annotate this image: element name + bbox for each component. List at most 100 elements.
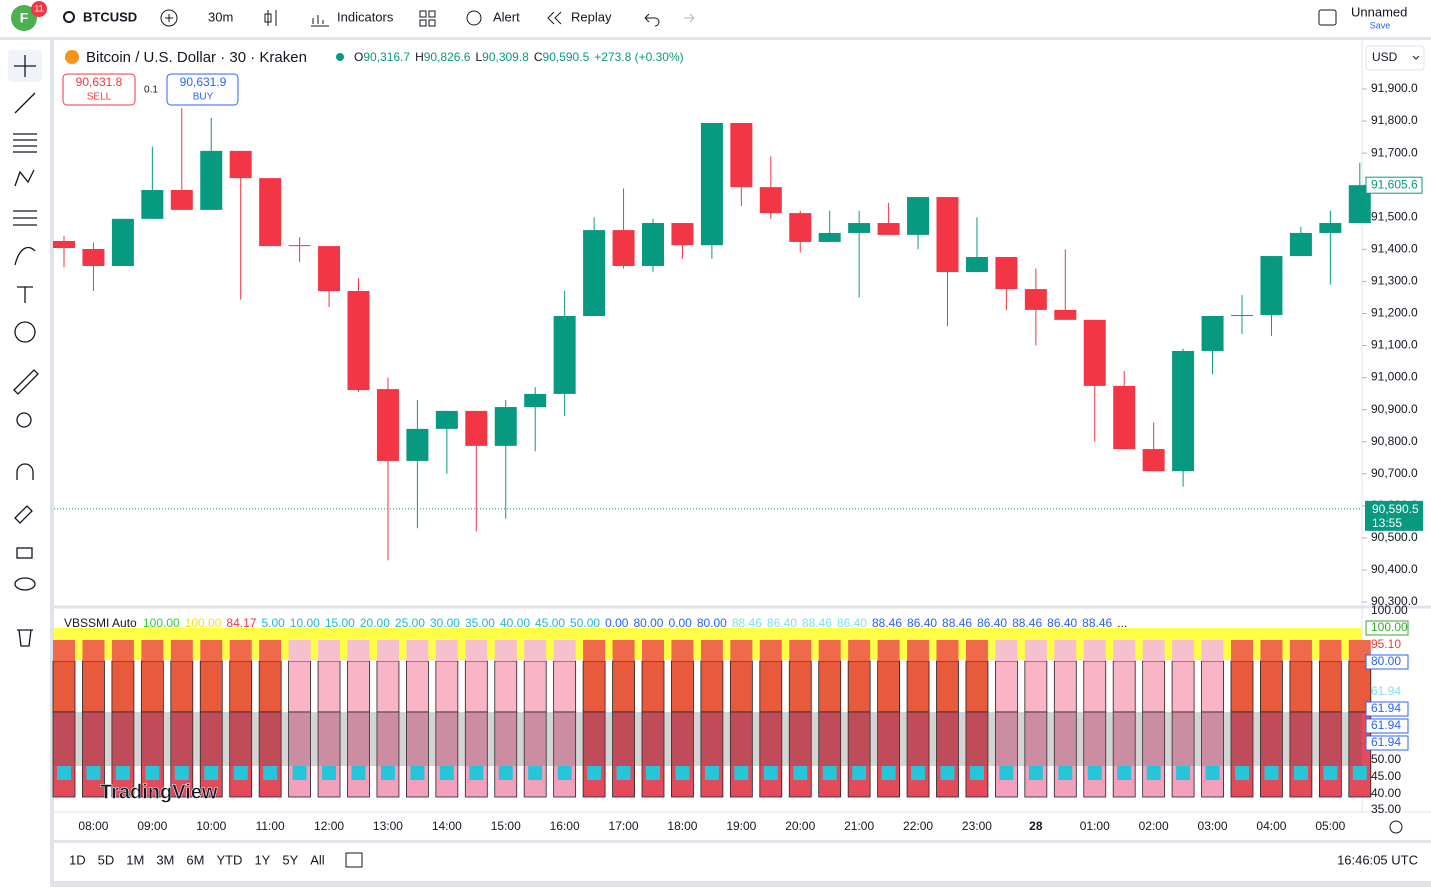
indicator-value: 25.00 [395, 616, 425, 630]
range-button[interactable]: 5Y [282, 852, 298, 867]
goto-date-icon[interactable] [345, 852, 363, 868]
lock-tool[interactable] [16, 547, 33, 559]
candle-body [759, 187, 782, 214]
symbol-title: Bitcoin / U.S. Dollar · 30 · Kraken [86, 49, 307, 66]
indicator-top [730, 640, 753, 661]
redo[interactable] [684, 13, 695, 23]
avatar[interactable] [11, 5, 37, 31]
range-button[interactable]: 1D [69, 852, 86, 867]
indicator-value: 50.00 [570, 616, 600, 630]
range-button[interactable]: YTD [216, 852, 242, 867]
alert[interactable]: Alert [493, 9, 520, 24]
projection-tool[interactable] [13, 210, 37, 226]
avatar-letter: F [20, 10, 29, 26]
indicator-scale-label: 40.00 [1371, 786, 1401, 800]
indicator-value: 88.46 [1012, 616, 1042, 630]
replay-icon[interactable] [547, 11, 562, 25]
indicator-upper [52, 660, 76, 713]
templates-icon[interactable] [419, 10, 427, 18]
range-button[interactable]: 6M [186, 852, 204, 867]
indicators[interactable]: Indicators [337, 9, 394, 24]
currency-select[interactable] [1365, 45, 1425, 71]
candle-body [53, 240, 75, 249]
indicator-top [965, 640, 988, 661]
indicator-dot [1058, 766, 1073, 780]
indicators-icon[interactable] [311, 15, 329, 27]
candle-body [1083, 319, 1106, 386]
cursor-tool[interactable] [14, 55, 36, 77]
indicator-top [671, 640, 694, 661]
indicator-dot [351, 766, 366, 780]
undo[interactable] [644, 13, 660, 27]
indicator-dot [233, 766, 248, 780]
chart-type-box [264, 13, 272, 23]
indicator-value: 88.46 [942, 616, 972, 630]
range-button[interactable]: 1M [126, 852, 144, 867]
buy-button[interactable] [166, 73, 239, 106]
templates-icon [419, 19, 427, 27]
indicator-top [612, 640, 635, 661]
zoom-tool[interactable] [16, 412, 32, 428]
draw-lock-tool[interactable] [14, 505, 33, 524]
indicator-top [141, 640, 164, 661]
chart-type-icon[interactable] [267, 10, 277, 26]
price-tick-label: 90,400.0 [1371, 562, 1418, 576]
settings-icon[interactable] [1389, 820, 1403, 834]
indicator-top [1142, 640, 1165, 661]
sell-button[interactable] [62, 73, 136, 106]
indicator-dot [852, 766, 867, 780]
indicator-dot [969, 766, 984, 780]
indicator-top [435, 640, 458, 661]
indicator-dot [380, 766, 395, 780]
indicator-top [1201, 640, 1224, 661]
measure-tool[interactable] [13, 369, 39, 395]
indicator-top [1348, 640, 1371, 661]
indicator-upper [1142, 660, 1166, 713]
text-tool[interactable] [17, 286, 33, 303]
range-button[interactable]: 1Y [254, 852, 270, 867]
indicator-dot [439, 766, 454, 780]
hide-tool[interactable] [14, 577, 36, 591]
search-icon[interactable] [63, 11, 75, 23]
fib-tool[interactable] [13, 133, 37, 153]
last-price-box [1365, 500, 1423, 531]
save[interactable]: Save [1370, 20, 1391, 30]
price-tick-label: 91,000.0 [1371, 370, 1418, 384]
compare-icon[interactable] [160, 9, 178, 27]
price-tick-label: 90,900.0 [1371, 402, 1418, 416]
magnet-tool[interactable] [16, 463, 34, 480]
indicator-value: 35.00 [465, 616, 495, 630]
pattern-tool[interactable] [14, 169, 35, 187]
trash-tool[interactable] [17, 629, 33, 647]
range-button[interactable]: 5D [98, 852, 115, 867]
symbol[interactable]: BTCUSD [83, 9, 137, 24]
range-button[interactable]: All [310, 852, 325, 867]
scale-box [1365, 654, 1409, 670]
replay[interactable]: Replay [571, 9, 612, 24]
indicator-scale-label: 61.94 [1371, 718, 1401, 732]
indicator-dot [1205, 766, 1220, 780]
indicator-top [376, 640, 399, 661]
alert-icon[interactable] [466, 10, 482, 26]
range-button[interactable]: 3M [156, 852, 174, 867]
layout-icon[interactable] [1318, 9, 1337, 26]
price-tick-label: 91,100.0 [1371, 338, 1418, 352]
line-tool[interactable] [14, 92, 36, 114]
indicator-dot [322, 766, 337, 780]
layout-name[interactable]: Unnamed [1351, 4, 1407, 19]
indicator-value: 86.40 [837, 616, 867, 630]
emoji-tool[interactable] [14, 321, 36, 343]
candle-body [995, 257, 1018, 290]
indicator-value: 86.40 [1047, 616, 1077, 630]
indicator-upper [494, 660, 518, 713]
ohlc-change: +273.8 (+0.30%) [594, 50, 683, 64]
interval[interactable]: 30m [208, 9, 233, 24]
candle-body [288, 245, 311, 247]
indicator-top [877, 640, 900, 661]
indicator-upper [729, 660, 753, 713]
candle-body [907, 197, 930, 235]
indicator-top [406, 640, 429, 661]
brush-tool[interactable] [14, 246, 36, 266]
currency: USD [1372, 50, 1398, 64]
